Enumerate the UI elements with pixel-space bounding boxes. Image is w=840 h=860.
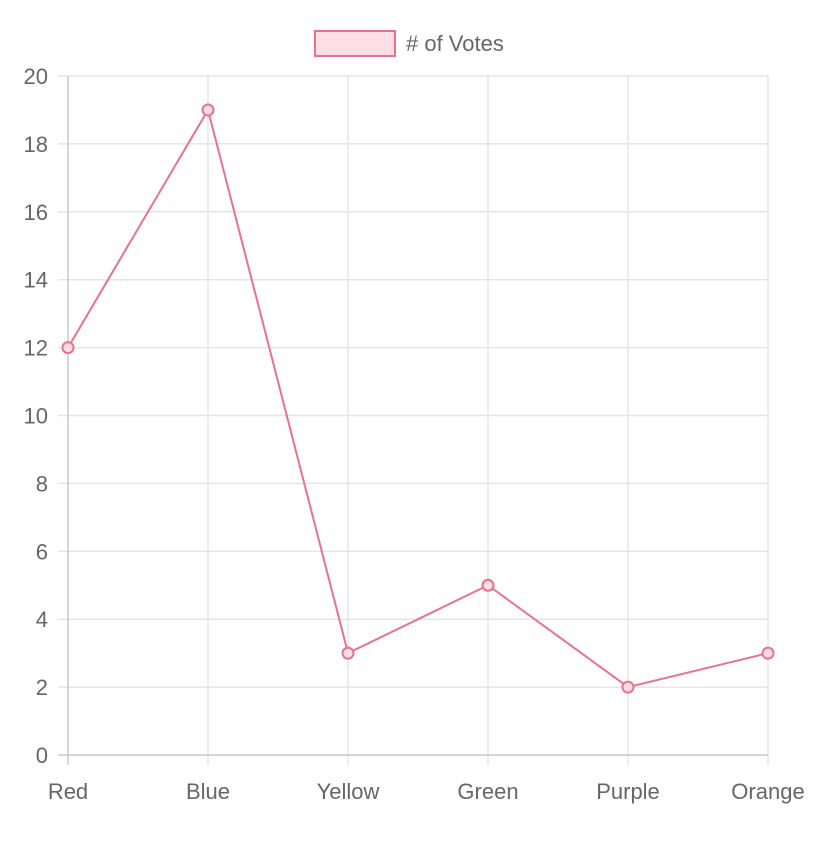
legend-swatch[interactable] [314, 30, 396, 57]
y-tick-label: 0 [36, 743, 48, 768]
x-tick-label: Blue [186, 779, 230, 804]
x-axis-ticks: Red Blue Yellow Green Purple Orange [48, 779, 805, 804]
data-point[interactable] [761, 646, 775, 660]
y-tick-label: 4 [36, 607, 48, 632]
data-point[interactable] [621, 680, 635, 694]
x-tick-label: Purple [596, 779, 660, 804]
chart-grid [58, 75, 769, 765]
y-tick-label: 8 [36, 471, 48, 496]
legend-label[interactable]: # of Votes [406, 31, 504, 56]
x-tick-label: Red [48, 779, 88, 804]
chart-legend[interactable]: # of Votes [314, 30, 504, 57]
y-tick-label: 6 [36, 539, 48, 564]
y-tick-label: 20 [24, 64, 48, 89]
y-tick-label: 10 [24, 404, 48, 429]
y-axis-ticks: 0 2 4 6 8 10 12 14 16 18 20 [24, 64, 48, 768]
y-tick-label: 16 [24, 200, 48, 225]
chart-axes [58, 76, 768, 765]
y-tick-label: 14 [24, 268, 48, 293]
y-tick-label: 18 [24, 132, 48, 157]
series-line [67, 108, 769, 689]
y-tick-label: 2 [36, 675, 48, 700]
y-tick-label: 12 [24, 336, 48, 361]
x-tick-label: Orange [731, 779, 804, 804]
data-point[interactable] [481, 578, 495, 592]
data-point[interactable] [201, 103, 215, 117]
chart-series [61, 103, 775, 694]
x-tick-label: Green [457, 779, 518, 804]
x-tick-label: Yellow [317, 779, 380, 804]
data-point[interactable] [341, 646, 355, 660]
data-point[interactable] [61, 341, 75, 355]
